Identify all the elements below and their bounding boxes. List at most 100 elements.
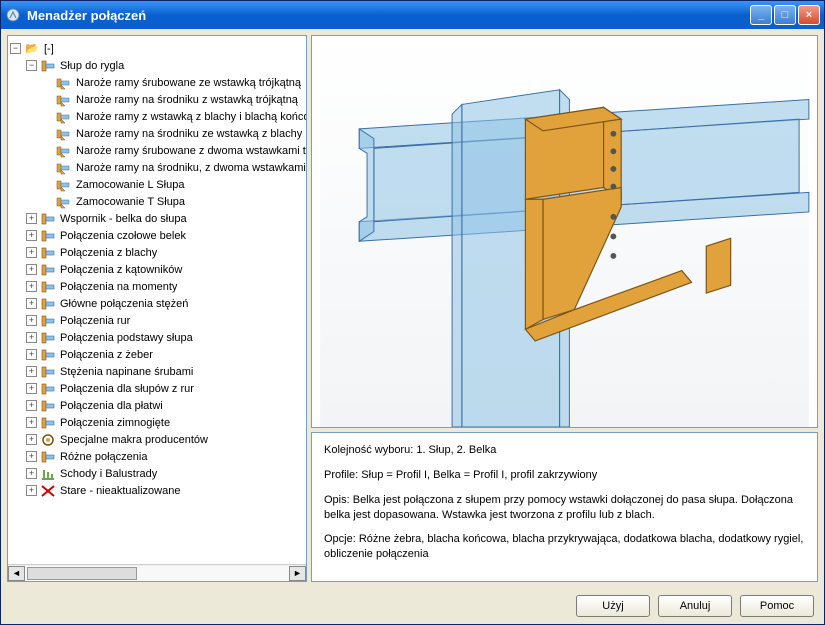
maximize-button[interactable]: □: [774, 5, 796, 25]
connection-leaf-icon: [56, 178, 72, 192]
scroll-thumb[interactable]: [27, 567, 137, 580]
expander-icon[interactable]: −: [10, 43, 21, 54]
tree-group-row[interactable]: +Połączenia podstawy słupa: [26, 329, 304, 346]
connection-group-icon: [40, 433, 56, 447]
expander-icon[interactable]: +: [26, 434, 37, 445]
tree-group-row[interactable]: + Połączenia na momenty: [26, 278, 304, 295]
expander-icon[interactable]: +: [26, 264, 37, 275]
chevron-left-icon: ◄: [12, 568, 21, 578]
tree-group-row[interactable]: + Połączenia z kątowników: [26, 261, 304, 278]
tree-group-row[interactable]: +Połączenia z żeber: [26, 346, 304, 363]
tree-leaf-row[interactable]: Naroże ramy śrubowane ze wstawką trójkąt…: [42, 74, 304, 91]
connection-group-icon: [40, 348, 56, 362]
tree-group-collapsed: + Połączenia zimnogięte: [26, 414, 304, 431]
expander-icon[interactable]: +: [26, 213, 37, 224]
connection-leaf-icon: [56, 144, 72, 158]
expander-spacer: [42, 145, 53, 156]
connection-group-icon: [40, 331, 56, 345]
tree-panel: − 📂 [-] −: [7, 35, 307, 582]
preview-3d[interactable]: [311, 35, 818, 428]
tree-leaf-row[interactable]: Zamocowanie T Słupa: [42, 193, 304, 210]
info-options: Opcje: Różne żebra, blacha końcowa, blac…: [324, 532, 805, 562]
tree-group-row[interactable]: − Słup do rygla: [26, 57, 304, 74]
tree-group-collapsed: +Specjalne makra producentów: [26, 431, 304, 448]
expander-icon[interactable]: +: [26, 383, 37, 394]
info-panel: Kolejność wyboru: 1. Słup, 2. Belka Prof…: [311, 432, 818, 582]
close-button[interactable]: ×: [798, 5, 820, 25]
connection-group-icon: [40, 399, 56, 413]
tree-leaf: Naroże ramy na środniku, z dwoma wstawka…: [42, 159, 304, 176]
tree-group-label: Połączenia z kątowników: [60, 264, 182, 276]
connection-leaf-icon: [56, 161, 72, 175]
tree-leaf-row[interactable]: Naroże ramy na środniku ze wstawką z bla…: [42, 125, 304, 142]
info-order: Kolejność wyboru: 1. Słup, 2. Belka: [324, 443, 805, 458]
connection-group-icon: [40, 416, 56, 430]
titlebar[interactable]: Menadżer połączeń _ □ ×: [1, 1, 824, 29]
tree-group-collapsed: +Połączenia podstawy słupa: [26, 329, 304, 346]
expander-icon[interactable]: +: [26, 400, 37, 411]
connection-group-icon: [40, 365, 56, 379]
tree-leaf: Zamocowanie T Słupa: [42, 193, 304, 210]
tree-scroll-area[interactable]: − 📂 [-] −: [8, 36, 306, 564]
tree-group-row[interactable]: +Wspornik - belka do słupa: [26, 210, 304, 227]
scroll-left-button[interactable]: ◄: [8, 566, 25, 581]
expander-icon[interactable]: +: [26, 247, 37, 258]
minimize-button[interactable]: _: [750, 5, 772, 25]
scroll-track[interactable]: [25, 566, 289, 581]
tree-group-row[interactable]: + Połączenia zimnogięte: [26, 414, 304, 431]
tree-group-row[interactable]: +Połączenia czołowe belek: [26, 227, 304, 244]
tree-leaf-row[interactable]: Naroże ramy z wstawką z blachy i blachą …: [42, 108, 304, 125]
tree-leaf-row[interactable]: Naroże ramy na środniku, z dwoma wstawka…: [42, 159, 304, 176]
tree-group-row[interactable]: +Połączenia z blachy: [26, 244, 304, 261]
expander-icon[interactable]: +: [26, 485, 37, 496]
tree-group-row[interactable]: +Połączenia dla płatwi: [26, 397, 304, 414]
tree-leaf-row[interactable]: Zamocowanie L Słupa: [42, 176, 304, 193]
tree-leaf: Naroże ramy na środniku ze wstawką z bla…: [42, 125, 304, 142]
tree-group-collapsed: + Schody i Balustrady: [26, 465, 304, 482]
content-area: − 📂 [-] −: [1, 29, 824, 588]
expander-icon[interactable]: +: [26, 332, 37, 343]
expander-icon[interactable]: +: [26, 468, 37, 479]
use-button[interactable]: Użyj: [576, 595, 650, 617]
tree-root-row[interactable]: − 📂 [-]: [10, 40, 304, 57]
connection-preview-svg: [312, 36, 817, 427]
tree-group-label: Główne połączenia stężeń: [60, 298, 188, 310]
expander-icon[interactable]: +: [26, 366, 37, 377]
connection-group-icon: [40, 314, 56, 328]
tree-group-label: Połączenia zimnogięte: [60, 417, 170, 429]
horizontal-scrollbar[interactable]: ◄ ►: [8, 564, 306, 581]
expander-icon[interactable]: +: [26, 451, 37, 462]
tree-group-label: Połączenia na momenty: [60, 281, 177, 293]
tree-group-row[interactable]: + Stare - nieaktualizowane: [26, 482, 304, 499]
expander-icon[interactable]: +: [26, 315, 37, 326]
expander-icon[interactable]: +: [26, 230, 37, 241]
tree-leaf: Naroże ramy śrubowane ze wstawką trójkąt…: [42, 74, 304, 91]
expander-icon[interactable]: +: [26, 281, 37, 292]
window-buttons: _ □ ×: [750, 5, 820, 25]
tree-group-collapsed: +Stężenia napinane śrubami: [26, 363, 304, 380]
tree-group-row[interactable]: + Schody i Balustrady: [26, 465, 304, 482]
tree-group-row[interactable]: +Stężenia napinane śrubami: [26, 363, 304, 380]
tree-group-row[interactable]: +Połączenia rur: [26, 312, 304, 329]
tree-group-label: Schody i Balustrady: [60, 468, 157, 480]
expander-icon[interactable]: −: [26, 60, 37, 71]
tree-group-label: Stare - nieaktualizowane: [60, 485, 180, 497]
tree-leaf-row[interactable]: Naroże ramy na środniku z wstawką trójką…: [42, 91, 304, 108]
tree-group-collapsed: + Połączenia z kątowników: [26, 261, 304, 278]
expander-spacer: [42, 128, 53, 139]
expander-spacer: [42, 196, 53, 207]
scroll-right-button[interactable]: ►: [289, 566, 306, 581]
tree-group-row[interactable]: + Główne połączenia stężeń: [26, 295, 304, 312]
tree-leaf-row[interactable]: Naroże ramy śrubowane z dwoma wstawkami …: [42, 142, 304, 159]
tree-leaf: Naroże ramy na środniku z wstawką trójką…: [42, 91, 304, 108]
cancel-button[interactable]: Anuluj: [658, 595, 732, 617]
tree-group-row[interactable]: +Połączenia dla słupów z rur: [26, 380, 304, 397]
right-panel: Kolejność wyboru: 1. Słup, 2. Belka Prof…: [311, 35, 818, 582]
help-button[interactable]: Pomoc: [740, 595, 814, 617]
tree-leaf-label: Zamocowanie T Słupa: [76, 196, 185, 208]
expander-icon[interactable]: +: [26, 298, 37, 309]
expander-icon[interactable]: +: [26, 417, 37, 428]
expander-icon[interactable]: +: [26, 349, 37, 360]
tree-group-row[interactable]: +Różne połączenia: [26, 448, 304, 465]
tree-group-row[interactable]: +Specjalne makra producentów: [26, 431, 304, 448]
